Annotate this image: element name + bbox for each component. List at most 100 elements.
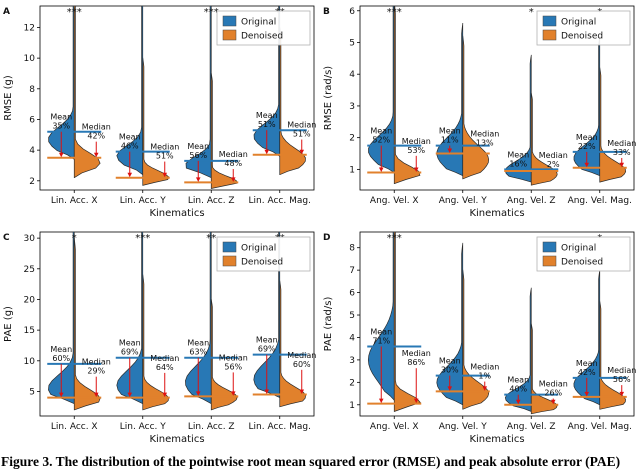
annotation-arrowhead [550, 399, 556, 405]
annotation-percent: 64% [156, 363, 174, 372]
x-tick-label: Ang. Vel. Z [507, 422, 556, 432]
violin-original [436, 23, 464, 177]
legend-label-denoised: Denoised [561, 258, 603, 268]
annotation-percent: 52% [372, 136, 390, 145]
x-tick-label: Ang. Vel. Mag. [568, 196, 632, 206]
violin-original [253, 6, 281, 157]
x-tick-label: Lin. Acc. Z [188, 196, 235, 206]
significance-stars: *** [135, 233, 150, 244]
annotation-percent: 51% [258, 120, 276, 129]
annotation-stat-label: Median [402, 349, 431, 358]
panel-letter: C [3, 233, 10, 243]
x-axis-label: Kinematics [149, 434, 204, 445]
panel-letter: D [323, 233, 330, 243]
violin-original [573, 269, 601, 406]
annotation-stat-label: Median [219, 353, 248, 362]
x-tick-label: Ang. Vel. X [370, 422, 419, 432]
annotation-arrowhead [264, 149, 270, 155]
annotation-stat-label: Median [402, 137, 431, 146]
x-tick-label: Lin. Acc. X [51, 422, 98, 432]
y-axis-label: RMSE (rad/s) [323, 66, 334, 130]
annotation-percent: 22% [578, 142, 596, 151]
legend-label-denoised: Denoised [241, 32, 283, 42]
significance-stars: *** [67, 7, 82, 18]
y-tick-label: 4 [349, 333, 355, 343]
plot-area [47, 6, 307, 189]
x-tick-label: Ang. Vel. X [370, 196, 419, 206]
annotation-percent: 51% [293, 130, 311, 139]
y-tick-label: 1 [349, 401, 355, 411]
annotation-percent: 69% [121, 348, 139, 357]
annotation-percent: 30% [441, 366, 459, 375]
violin-original [253, 232, 281, 398]
violin-denoised [393, 6, 421, 185]
y-tick-label: 8 [29, 85, 35, 95]
annotation-arrowhead [162, 172, 168, 178]
violin-original [436, 242, 464, 406]
x-tick-label: Ang. Vel. Y [439, 422, 488, 432]
y-tick-label: 5 [349, 38, 355, 48]
annotation-arrowhead [447, 148, 453, 154]
figure-panels: 2 4 6 8 10 12 A RMSE (g) Mean 35% Median 42% *** Lin.… [3, 5, 636, 445]
legend-swatch-denoised [542, 255, 557, 267]
annotation-stat-label: Mean [370, 327, 392, 336]
annotation-percent: 35% [52, 122, 70, 131]
x-tick-label: Lin. Acc. Y [120, 196, 167, 206]
y-tick-label: 20 [24, 295, 36, 305]
annotation-arrowhead [264, 389, 270, 395]
y-tick-label: 4 [349, 70, 355, 80]
annotation-stat-label: Mean [119, 339, 141, 348]
annotation-arrowhead [619, 162, 625, 168]
y-axis-label: RMSE (g) [3, 75, 14, 121]
violin-original [185, 232, 212, 405]
y-tick-label: 25 [24, 265, 35, 275]
annotation-percent: 40% [509, 385, 527, 394]
violin-denoised [462, 35, 490, 180]
y-tick-label: 6 [349, 7, 355, 17]
legend-swatch-denoised [222, 29, 237, 41]
annotation-arrowhead [584, 162, 590, 168]
significance-stars: * [72, 233, 77, 244]
annotation-percent: 33% [613, 148, 631, 157]
annotation-arrowhead [162, 392, 168, 398]
annotation-arrowhead [619, 391, 625, 397]
legend-swatch-original [542, 15, 557, 27]
annotation-arrowhead [299, 149, 305, 155]
legend-label-denoised: Denoised [241, 258, 283, 268]
significance-stars: *** [387, 7, 402, 18]
legend-swatch-denoised [542, 29, 557, 41]
annotation-stat-label: Mean [439, 357, 461, 366]
y-tick-label: 15 [24, 326, 35, 336]
x-tick-label: Ang. Vel. Y [439, 196, 488, 206]
annotation-percent: 53% [407, 146, 425, 155]
violin-denoised [142, 274, 169, 411]
annotation-stat-label: Median [470, 363, 499, 372]
annotation-stat-label: Median [82, 123, 111, 132]
violin-denoised [73, 237, 101, 411]
legend-swatch-original [222, 241, 237, 253]
annotation-stat-label: Mean [256, 336, 278, 345]
annotation-arrowhead [378, 167, 384, 173]
annotation-percent: 56% [189, 151, 207, 160]
y-tick-label: 3 [349, 102, 355, 112]
x-tick-label: Lin. Acc. X [51, 196, 98, 206]
x-tick-label: Ang. Vel. Z [507, 196, 556, 206]
annotation-arrowhead [127, 172, 133, 178]
y-tick-label: 5 [349, 311, 355, 321]
y-tick-label: 6 [29, 115, 35, 125]
annotation-stat-label: Mean [256, 111, 278, 120]
annotation-percent: 48% [224, 159, 242, 168]
